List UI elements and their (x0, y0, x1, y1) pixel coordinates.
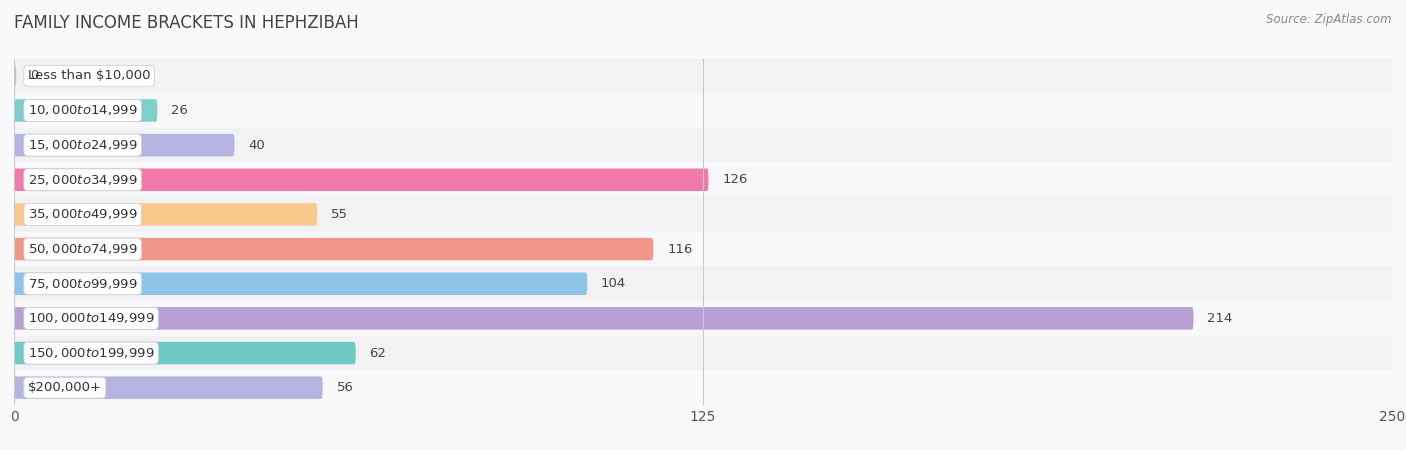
Bar (14, 370, 1392, 405)
Text: 0: 0 (30, 69, 38, 82)
Text: Source: ZipAtlas.com: Source: ZipAtlas.com (1267, 14, 1392, 27)
FancyBboxPatch shape (14, 64, 17, 87)
Text: 55: 55 (330, 208, 347, 221)
FancyBboxPatch shape (14, 376, 323, 399)
Text: 62: 62 (370, 346, 387, 360)
Text: $50,000 to $74,999: $50,000 to $74,999 (28, 242, 138, 256)
FancyBboxPatch shape (14, 272, 588, 295)
Bar (14, 197, 1392, 232)
Text: FAMILY INCOME BRACKETS IN HEPHZIBAH: FAMILY INCOME BRACKETS IN HEPHZIBAH (14, 14, 359, 32)
Text: 214: 214 (1208, 312, 1233, 325)
Bar (14, 266, 1392, 301)
Text: 56: 56 (336, 381, 353, 394)
Text: 40: 40 (249, 139, 266, 152)
Text: $150,000 to $199,999: $150,000 to $199,999 (28, 346, 155, 360)
FancyBboxPatch shape (14, 342, 356, 365)
Bar (14, 232, 1392, 266)
FancyBboxPatch shape (14, 134, 235, 157)
FancyBboxPatch shape (14, 168, 709, 191)
Text: $200,000+: $200,000+ (28, 381, 101, 394)
FancyBboxPatch shape (14, 99, 157, 122)
Text: $25,000 to $34,999: $25,000 to $34,999 (28, 173, 138, 187)
Bar (14, 336, 1392, 370)
Text: 126: 126 (723, 173, 748, 186)
Text: $15,000 to $24,999: $15,000 to $24,999 (28, 138, 138, 152)
Text: $100,000 to $149,999: $100,000 to $149,999 (28, 311, 155, 325)
Bar (14, 301, 1392, 336)
Text: Less than $10,000: Less than $10,000 (28, 69, 150, 82)
Bar (14, 162, 1392, 197)
Bar (14, 58, 1392, 93)
Text: $35,000 to $49,999: $35,000 to $49,999 (28, 207, 138, 221)
Bar (14, 128, 1392, 162)
Text: 26: 26 (172, 104, 188, 117)
Text: 116: 116 (668, 243, 693, 256)
Text: $10,000 to $14,999: $10,000 to $14,999 (28, 104, 138, 117)
FancyBboxPatch shape (14, 307, 1194, 330)
Text: 104: 104 (600, 277, 626, 290)
Text: $75,000 to $99,999: $75,000 to $99,999 (28, 277, 138, 291)
Bar (14, 93, 1392, 128)
FancyBboxPatch shape (14, 238, 654, 261)
FancyBboxPatch shape (14, 203, 318, 226)
